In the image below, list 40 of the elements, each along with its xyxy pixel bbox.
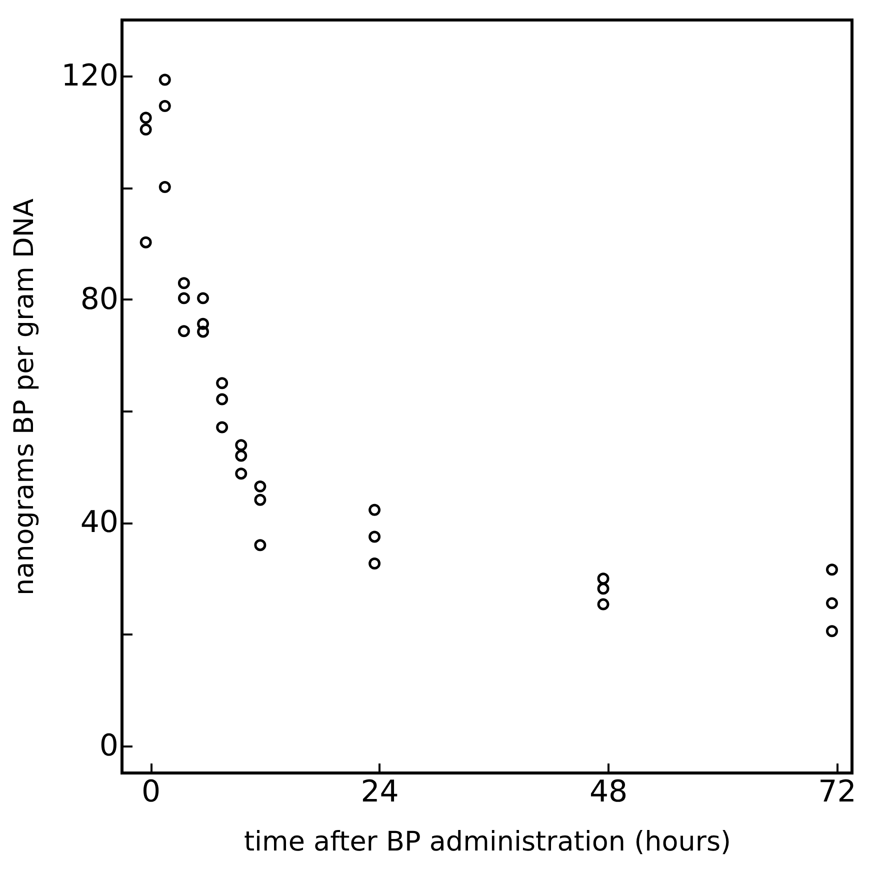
y-tick-label: 0	[99, 728, 118, 764]
point	[216, 377, 228, 390]
point	[158, 181, 171, 194]
point	[235, 439, 248, 452]
x-tick-label: 24	[360, 774, 399, 810]
point	[178, 277, 190, 290]
point	[178, 325, 190, 338]
x-axis-title: time after BP administration (hours)	[244, 826, 732, 858]
point	[826, 597, 838, 610]
point	[216, 421, 228, 434]
point	[197, 326, 209, 338]
point	[197, 292, 209, 304]
point	[158, 100, 171, 112]
point	[140, 124, 152, 136]
y-tick-label: 40	[80, 505, 118, 540]
point	[197, 318, 209, 330]
point	[597, 598, 610, 610]
point	[158, 74, 171, 86]
point	[368, 530, 381, 543]
point	[140, 236, 152, 248]
y-axis-title: nanograms BP per gram DNA	[9, 198, 40, 596]
x-tick-label: 72	[818, 774, 856, 810]
x-tick-label: 48	[589, 774, 628, 810]
point	[826, 564, 838, 576]
point	[597, 572, 610, 585]
point	[597, 582, 610, 595]
point	[235, 450, 248, 462]
point	[216, 393, 228, 406]
point	[254, 539, 266, 552]
point	[140, 112, 152, 124]
point	[254, 480, 266, 492]
point	[368, 558, 381, 570]
point	[254, 494, 266, 506]
x-tick-label: 0	[142, 774, 161, 810]
point	[826, 625, 838, 638]
y-tick-label: 80	[80, 282, 118, 317]
point	[178, 292, 190, 304]
y-tick-label: 120	[61, 58, 118, 94]
point	[235, 468, 248, 480]
point	[368, 504, 381, 516]
